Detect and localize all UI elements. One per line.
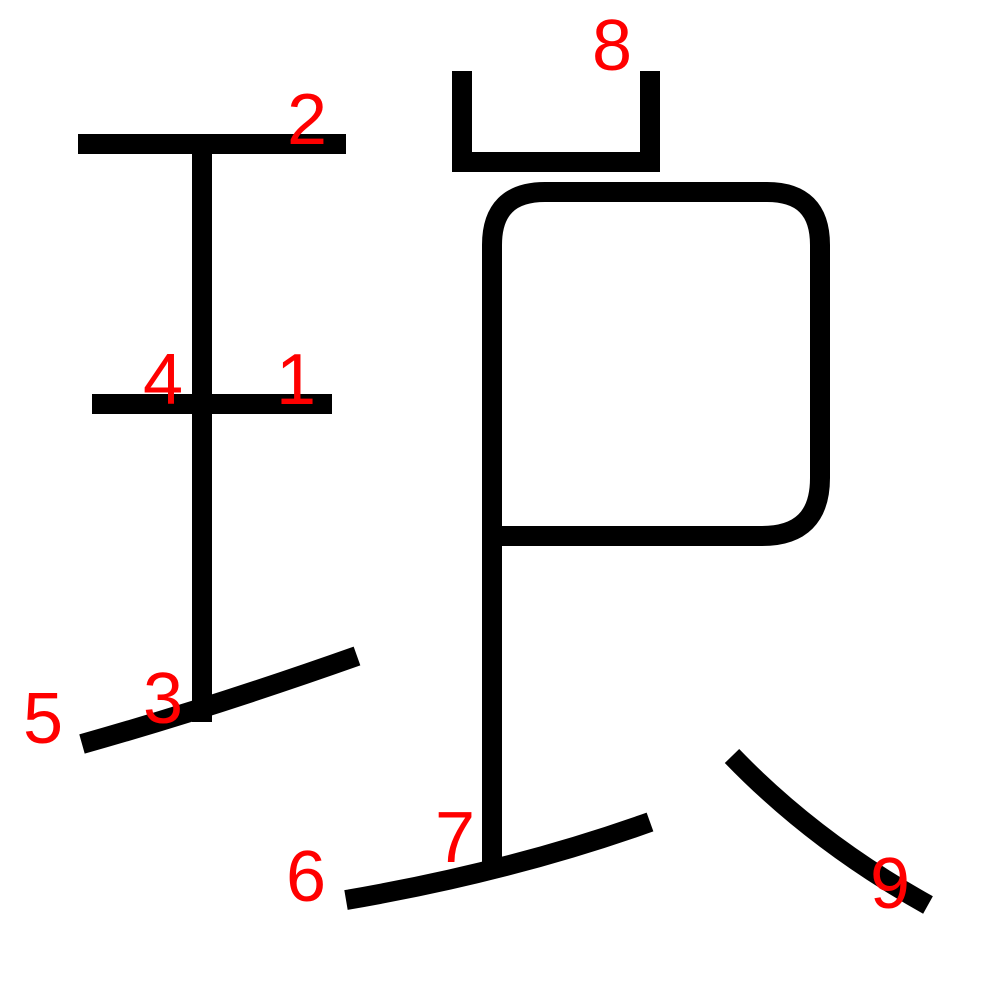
label-7: 7 <box>435 798 475 878</box>
stroke-bottom-rising-right <box>344 812 654 910</box>
stroke-bottom-rising <box>79 646 361 754</box>
stroke-right-falling <box>724 749 933 914</box>
label-5: 5 <box>23 679 63 759</box>
label-4: 4 <box>143 340 183 420</box>
label-2: 2 <box>287 80 327 160</box>
label-6: 6 <box>286 837 326 917</box>
right-component <box>344 71 933 914</box>
label-8: 8 <box>592 6 632 86</box>
stroke-top-bracket <box>452 71 660 172</box>
stroke-box <box>482 182 830 862</box>
label-3: 3 <box>143 659 183 739</box>
left-component-jade-radical <box>78 134 361 754</box>
stroke-order-labels: 1 2 3 4 5 6 7 8 9 <box>23 6 910 924</box>
label-9: 9 <box>870 844 910 924</box>
label-1: 1 <box>276 340 316 420</box>
